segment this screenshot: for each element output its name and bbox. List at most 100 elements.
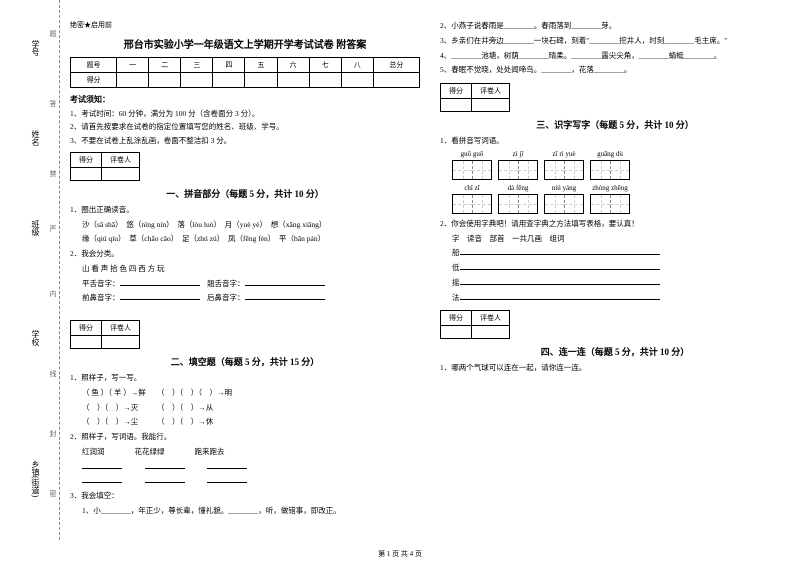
sb1-v1[interactable] bbox=[71, 167, 102, 180]
sec2-q2-blanks bbox=[70, 461, 420, 474]
page-footer: 第 1 页 共 4 页 bbox=[0, 549, 800, 559]
right-l2: 3、乡亲们在井旁边________一块石碑，刻着"________挖井人，时刻_… bbox=[440, 35, 790, 48]
scorebox-2: 得分评卷人 bbox=[70, 320, 140, 349]
tianzi-box[interactable] bbox=[590, 160, 630, 180]
py-1-1: guǒ guǒ bbox=[452, 150, 492, 158]
sb1-v2[interactable] bbox=[102, 167, 140, 180]
sec2-q2-c: 跑来跑去 bbox=[195, 447, 225, 456]
sb3-v1[interactable] bbox=[441, 99, 472, 112]
th-8: 八 bbox=[341, 58, 373, 73]
sec1-q2-d-label: 后鼻音字： bbox=[207, 293, 245, 302]
blank[interactable] bbox=[145, 461, 185, 469]
th-5: 五 bbox=[245, 58, 277, 73]
blank[interactable] bbox=[120, 292, 200, 300]
tianzi-box[interactable] bbox=[452, 194, 492, 214]
score-value-row: 得分 bbox=[71, 73, 420, 88]
sec3-q2-r1-label: 船 bbox=[452, 248, 460, 257]
tianzi-box[interactable] bbox=[498, 194, 538, 214]
th-3: 三 bbox=[181, 58, 213, 73]
sec2-q2-blanks2 bbox=[70, 475, 420, 488]
pinyin-row-2: chī zǐ dà fēng niú yáng zhòng zhěng bbox=[440, 184, 790, 192]
blank[interactable] bbox=[460, 247, 660, 255]
td-8[interactable] bbox=[341, 73, 373, 88]
th-6: 六 bbox=[277, 58, 309, 73]
sb4-v1[interactable] bbox=[441, 326, 472, 339]
td-4[interactable] bbox=[213, 73, 245, 88]
blank[interactable] bbox=[207, 475, 247, 483]
td-5[interactable] bbox=[245, 73, 277, 88]
score-table: 题号 一 二 三 四 五 六 七 八 总分 得分 bbox=[70, 57, 420, 88]
td-7[interactable] bbox=[309, 73, 341, 88]
sb2-c2: 评卷人 bbox=[102, 321, 140, 336]
blank[interactable] bbox=[460, 292, 660, 300]
sb4-c2: 评卷人 bbox=[472, 311, 510, 326]
sec3-q2-r4-label: 法 bbox=[452, 293, 460, 302]
blank[interactable] bbox=[82, 461, 122, 469]
blank[interactable] bbox=[207, 461, 247, 469]
side-char-3: 严 bbox=[48, 225, 58, 232]
sec1-q2-line: 山 看 声 拾 色 四 西 方 玩 bbox=[70, 263, 420, 276]
sec3-q2: 2．你会使用字典吧！请用查字典之方法填写表格，要认真！ bbox=[440, 218, 790, 231]
td-9[interactable] bbox=[373, 73, 419, 88]
blank[interactable] bbox=[245, 292, 325, 300]
sec2-q2-row: 红润润 花花绿绿 跑来跑去 bbox=[70, 446, 420, 459]
sec4-q1: 1．哪两个气球可以连在一起，请你连一连。 bbox=[440, 362, 790, 375]
blank[interactable] bbox=[245, 278, 325, 286]
py-2-4: zhòng zhěng bbox=[590, 184, 630, 192]
sec3-q2-r2-label: 低 bbox=[452, 263, 460, 272]
sb3-v2[interactable] bbox=[472, 99, 510, 112]
tianzi-box[interactable] bbox=[544, 194, 584, 214]
tianzi-row-2 bbox=[440, 194, 790, 214]
side-char-4: 内 bbox=[48, 290, 58, 297]
sec2-q3-line: 1、小________，年正少，尊长辈，懂礼貌。________，听，做错事，即… bbox=[70, 505, 420, 518]
blank[interactable] bbox=[82, 475, 122, 483]
sec2-q1: 1．照样子，写一写。 bbox=[70, 372, 420, 385]
sb2-v2[interactable] bbox=[102, 336, 140, 349]
py-1-4: guāng dù bbox=[590, 150, 630, 158]
sec3-q2-head: 字 读音 部首 一共几画 组词 bbox=[440, 233, 790, 246]
sb3-c1: 得分 bbox=[441, 84, 472, 99]
td-2[interactable] bbox=[149, 73, 181, 88]
notice-1: 1、考试时间：60 分钟，满分为 100 分（含卷面分 3 分）。 bbox=[70, 108, 420, 119]
sec3-q2-r3: 摇 bbox=[440, 277, 790, 290]
sec3-q2-r1: 船 bbox=[440, 247, 790, 260]
sec3-q2-r3-label: 摇 bbox=[452, 278, 460, 287]
sec2-title: 二、填空题（每题 5 分，共计 15 分） bbox=[70, 355, 420, 368]
sb2-v1[interactable] bbox=[71, 336, 102, 349]
side-char-1: 答 bbox=[48, 100, 58, 107]
right-l4: 5、春眠不觉晓，处处闻啼鸟。________，花落________。 bbox=[440, 64, 790, 77]
notice-2: 2、请首先按要求在试卷的指定位置填写您的姓名、班级、学号。 bbox=[70, 121, 420, 132]
scorebox-3: 得分评卷人 bbox=[440, 83, 510, 112]
sec1-q1: 1．圈出正确读音。 bbox=[70, 204, 420, 217]
sb1-c2: 评卷人 bbox=[102, 152, 140, 167]
tianzi-box[interactable] bbox=[590, 194, 630, 214]
py-1-2: zì jǐ bbox=[498, 150, 538, 158]
th-4: 四 bbox=[213, 58, 245, 73]
blank[interactable] bbox=[460, 262, 660, 270]
tianzi-box[interactable] bbox=[544, 160, 584, 180]
blank[interactable] bbox=[145, 475, 185, 483]
td-6[interactable] bbox=[277, 73, 309, 88]
td-3[interactable] bbox=[181, 73, 213, 88]
blank[interactable] bbox=[460, 277, 660, 285]
right-l3: 4、________池塘，树荫________晴柔。________露尖尖角，_… bbox=[440, 50, 790, 63]
page-content: 绝密★启用前 邢台市实验小学一年级语文上学期开学考试试卷 附答案 题号 一 二 … bbox=[70, 20, 790, 520]
sec2-q1-l3: （ ）（ ）→尘 （ ）（ ）→休 bbox=[70, 416, 420, 429]
sec1-q2-a: 平舌音字： 翘舌音字： bbox=[70, 278, 420, 291]
tianzi-box[interactable] bbox=[498, 160, 538, 180]
sb4-c1: 得分 bbox=[441, 311, 472, 326]
blank[interactable] bbox=[120, 278, 200, 286]
bind-label-banji: 班级 bbox=[30, 220, 41, 236]
sec2-q1-l2: （ ）（ ）→灭 （ ）（ ）→从 bbox=[70, 402, 420, 415]
td-1[interactable] bbox=[117, 73, 149, 88]
th-2: 二 bbox=[149, 58, 181, 73]
sb4-v2[interactable] bbox=[472, 326, 510, 339]
sec1-q2-a-label: 平舌音字： bbox=[82, 279, 120, 288]
tianzi-box[interactable] bbox=[452, 160, 492, 180]
left-column: 绝密★启用前 邢台市实验小学一年级语文上学期开学考试试卷 附答案 题号 一 二 … bbox=[70, 20, 420, 520]
sb3-c2: 评卷人 bbox=[472, 84, 510, 99]
sec2-q2: 2．照样子，写词语。我能行。 bbox=[70, 431, 420, 444]
sec2-q2-b: 花花绿绿 bbox=[135, 447, 165, 456]
sec2-q1-l1: （ 鱼 ）（ 羊 ）→鲜 （ ）（ ）（ ）→明 bbox=[70, 387, 420, 400]
scorebox-4: 得分评卷人 bbox=[440, 310, 510, 339]
